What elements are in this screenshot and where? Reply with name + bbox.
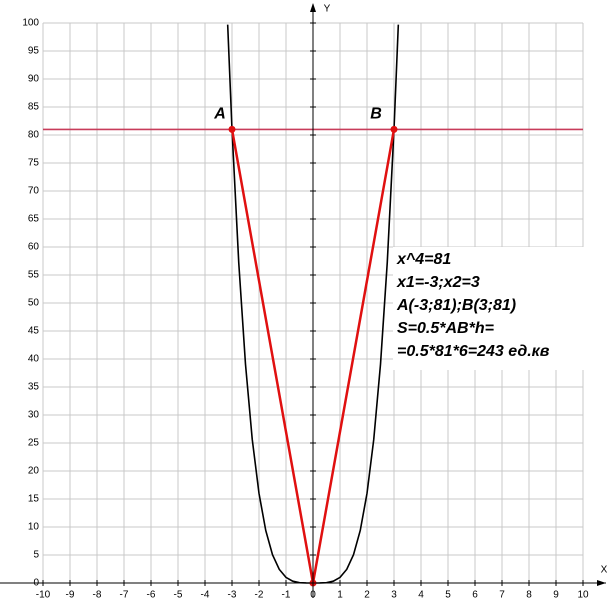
x-tick-label: 4 [418,590,424,601]
x-tick-label: -9 [66,590,75,601]
x-axis-label: X [601,565,608,576]
y-tick-label: 5 [33,550,39,561]
x-tick-label: 8 [526,590,532,601]
y-axis-label: Y [324,4,331,15]
point-label: B [370,106,382,123]
x-tick-label: 3 [391,590,397,601]
x-axis-arrow [597,580,606,586]
x-tick-label: -1 [282,590,291,601]
y-tick-label: 65 [28,214,40,225]
x-tick-label: 5 [445,590,451,601]
y-tick-label: 60 [28,242,40,253]
annotation: x1=-3;x2=3 [396,274,480,291]
y-tick-label: 55 [28,270,40,281]
note-box [393,247,612,370]
y-tick-label: 75 [28,158,40,169]
x-tick-label: -10 [36,590,51,601]
point-marker [228,125,236,133]
annotation: =0.5*81*6=243 ед.кв [397,343,550,360]
x-tick-label: -5 [174,590,183,601]
x-tick-label: -4 [201,590,210,601]
y-tick-label: 95 [28,46,40,57]
x-tick-label: -6 [147,590,156,601]
y-tick-label: 15 [28,494,40,505]
x-tick-label: 9 [553,590,559,601]
y-tick-label: 100 [22,18,39,29]
x-tick-label: 1 [337,590,343,601]
y-tick-label: 40 [28,354,40,365]
y-tick-label: 30 [28,410,40,421]
annotation: x^4=81 [396,251,451,268]
y-tick-label: 35 [28,382,40,393]
x-tick-label: 6 [472,590,478,601]
x-tick-label: -8 [93,590,102,601]
x-tick-label: 2 [364,590,370,601]
y-tick-label: 85 [28,102,40,113]
y-tick-label: 20 [28,466,40,477]
x-tick-label: -2 [255,590,264,601]
y-tick-label: 45 [28,326,40,337]
x-tick-label: -3 [228,590,237,601]
y-tick-label: 10 [28,522,40,533]
x-tick-label: -7 [120,590,129,601]
x-tick-label: 7 [499,590,505,601]
y-tick-label: 25 [28,438,40,449]
x-tick-label: 10 [577,590,589,601]
annotation: S=0.5*AB*h= [397,320,494,337]
y-tick-label: 80 [28,130,40,141]
y-axis-arrow [310,3,316,12]
annotation: A(-3;81);B(3;81) [396,297,516,314]
point-marker [390,125,398,133]
y-tick-label: 50 [28,298,40,309]
y-tick-label: 70 [28,186,40,197]
y-tick-label: 90 [28,74,40,85]
point-label: A [213,106,226,123]
